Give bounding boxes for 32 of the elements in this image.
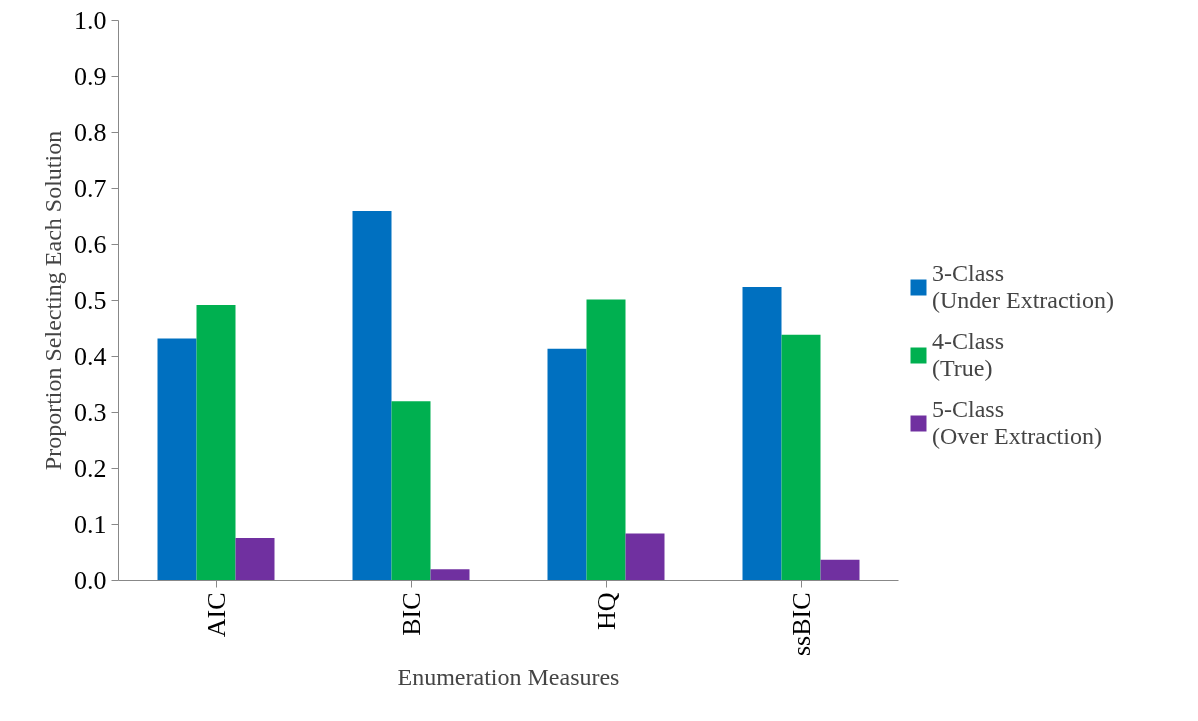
bar: [820, 559, 860, 581]
y-tick-label: 0.3: [74, 398, 107, 427]
y-tick-label: 0.7: [74, 174, 107, 203]
y-tick-label: 0.6: [74, 230, 107, 259]
bar: [196, 304, 236, 581]
y-tick-label: 0.8: [74, 118, 107, 147]
bar: [430, 569, 470, 581]
x-tick-label: HQ: [591, 592, 621, 631]
bar: [235, 537, 275, 581]
y-tick-label: 0.9: [74, 62, 107, 91]
x-tick-label: AIC: [201, 592, 231, 638]
bar: [781, 334, 821, 581]
x-axis-title: Enumeration Measures: [397, 664, 620, 691]
bar: [742, 287, 782, 581]
y-tick-label: 0.4: [74, 342, 107, 371]
x-tick-label: BIC: [396, 592, 426, 636]
bar: [391, 401, 431, 581]
y-tick-label: 0.0: [74, 566, 107, 595]
x-tick-label: ssBIC: [786, 592, 816, 657]
y-tick-label: 0.5: [74, 286, 107, 315]
legend-label: 5-Class (Over Extraction): [932, 396, 1102, 450]
y-tick-label: 0.1: [74, 510, 107, 539]
bar: [547, 348, 587, 581]
y-axis-title: Proportion Selecting Each Solution: [40, 130, 66, 471]
bar: [625, 533, 665, 581]
bar: [157, 338, 197, 581]
y-tick-label: 1.0: [74, 6, 107, 35]
legend-label: 3-Class (Under Extraction): [932, 260, 1114, 314]
bar: [352, 210, 392, 581]
bar: [586, 299, 626, 581]
legend-label: 4-Class (True): [932, 328, 1004, 382]
y-tick-label: 0.2: [74, 454, 107, 483]
